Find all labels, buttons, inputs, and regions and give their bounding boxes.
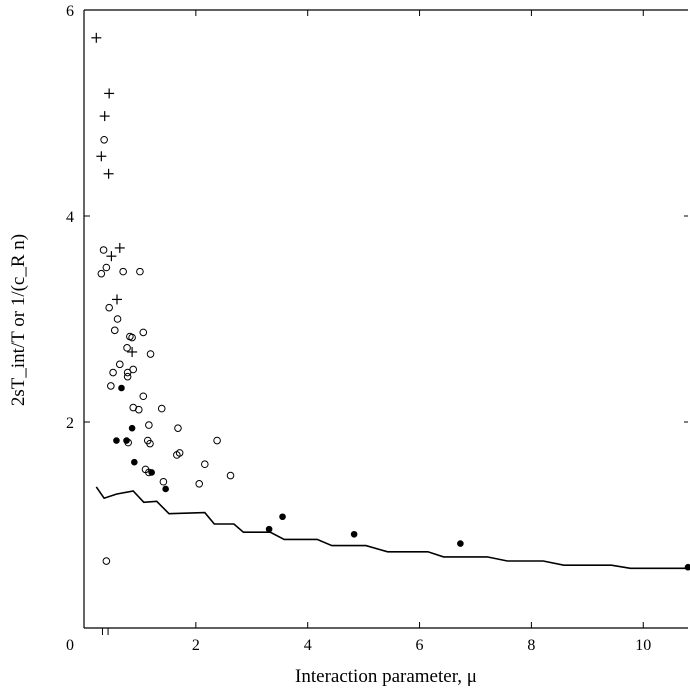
plus-point bbox=[114, 242, 125, 253]
open-circle-point bbox=[195, 480, 204, 488]
plus-point bbox=[106, 251, 117, 262]
open-circle-point bbox=[123, 344, 131, 352]
open-circle-point bbox=[146, 350, 155, 358]
plus-point bbox=[111, 294, 122, 305]
data-marks bbox=[91, 32, 690, 571]
open-circle-point bbox=[102, 557, 111, 565]
x-tick-label: 10 bbox=[635, 637, 651, 654]
open-circle-point bbox=[128, 333, 136, 342]
plus-point bbox=[103, 168, 114, 179]
y-tick-label: 4 bbox=[66, 209, 74, 226]
open-circle-point bbox=[226, 471, 235, 480]
open-circle-point bbox=[213, 436, 221, 445]
open-circle-point bbox=[139, 328, 148, 337]
open-circle-point bbox=[97, 269, 106, 278]
x-tick-label: 4 bbox=[304, 637, 312, 654]
open-circle-point bbox=[146, 439, 154, 448]
filled-circle-point bbox=[162, 485, 169, 493]
open-circle-point bbox=[173, 451, 181, 459]
filled-circle-point bbox=[265, 525, 273, 533]
tick-labels: 0 2 4 6 8 10 2 4 6 bbox=[66, 3, 651, 654]
open-circle-point bbox=[123, 372, 132, 381]
line-series bbox=[95, 486, 688, 570]
open-circle-point bbox=[102, 263, 111, 272]
filled-circle-point bbox=[148, 469, 155, 476]
open-circle-point bbox=[139, 392, 148, 401]
open-circle-point bbox=[201, 460, 209, 469]
x-tick-label: 0 bbox=[66, 637, 74, 654]
plus-point bbox=[96, 151, 107, 162]
open-circle-point bbox=[107, 382, 115, 390]
open-circle-point bbox=[113, 315, 122, 323]
plus-point bbox=[99, 111, 110, 122]
open-circle-point bbox=[99, 246, 108, 254]
filled-circle-point bbox=[118, 384, 125, 392]
filled-circle-point bbox=[128, 424, 136, 432]
open-circle-point bbox=[129, 365, 138, 374]
open-circle-point bbox=[100, 135, 108, 144]
plus-point bbox=[91, 32, 102, 43]
filled-circle-point bbox=[279, 513, 286, 521]
filled-circle-point bbox=[684, 563, 690, 571]
open-circle-point bbox=[174, 424, 182, 432]
filled-circle-point bbox=[123, 437, 130, 444]
plus-point bbox=[104, 88, 115, 99]
x-tick-label: 2 bbox=[192, 637, 200, 654]
filled-circle-point bbox=[350, 530, 358, 538]
open-circle-point bbox=[136, 267, 144, 276]
plot-frame bbox=[83, 9, 688, 629]
axis-ticks bbox=[83, 9, 688, 635]
x-axis-label: Interaction parameter, μ bbox=[295, 666, 477, 687]
filled-circle-point bbox=[457, 540, 464, 547]
open-circle-point bbox=[123, 368, 132, 377]
x-tick-label: 6 bbox=[416, 637, 424, 654]
open-circle-point bbox=[110, 326, 119, 335]
open-circle-point bbox=[145, 421, 153, 429]
filled-circle-point bbox=[113, 437, 120, 444]
y-tick-label: 6 bbox=[66, 3, 74, 20]
open-circle-point bbox=[115, 360, 124, 369]
open-circle-point bbox=[105, 303, 113, 312]
open-circle-point bbox=[159, 477, 168, 486]
open-circle-point bbox=[135, 405, 143, 414]
open-circle-point bbox=[157, 404, 166, 413]
filled-circle-point bbox=[131, 458, 138, 466]
x-tick-label: 8 bbox=[527, 637, 535, 654]
open-circle-point bbox=[119, 267, 127, 276]
y-axis-label: 2sT_int/T or 1/(c_R n) bbox=[8, 234, 29, 406]
y-tick-label: 2 bbox=[66, 415, 74, 432]
open-circle-point bbox=[109, 368, 117, 377]
plus-point bbox=[127, 346, 138, 357]
